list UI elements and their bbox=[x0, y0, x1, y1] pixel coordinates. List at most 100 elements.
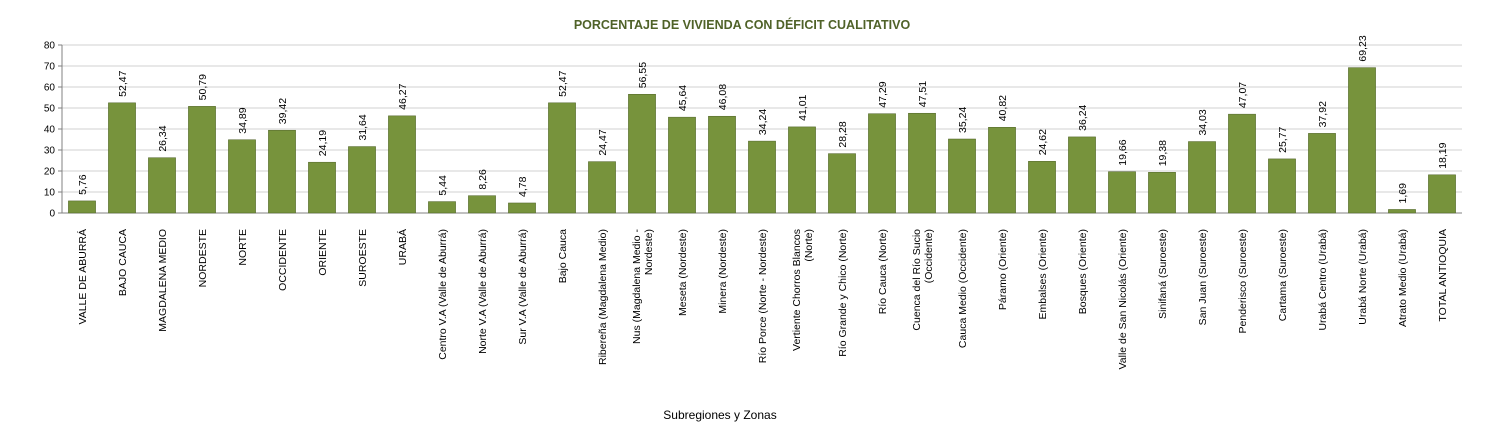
category-label: VALLE DE ABURRÁ bbox=[76, 229, 89, 325]
category-label-line: Norte V.A (Valle de Aburrá) bbox=[477, 229, 489, 354]
category-label: Urabá Norte (Urabá) bbox=[1357, 229, 1369, 325]
data-label: 19,38 bbox=[1157, 140, 1169, 166]
bar bbox=[388, 115, 416, 214]
category-label-line: Embalses (Oriente) bbox=[1037, 229, 1049, 319]
data-label: 35,24 bbox=[957, 107, 969, 133]
bar bbox=[148, 157, 176, 214]
category-label-line: Valle de San Nicolás (Oriente) bbox=[1117, 229, 1129, 369]
data-label: 24,19 bbox=[317, 130, 329, 156]
category-label: Atrato Medio (Urabá) bbox=[1397, 229, 1409, 327]
data-label: 4,78 bbox=[517, 176, 529, 197]
category-label: Centro V.A (Valle de Aburrá) bbox=[437, 229, 449, 360]
bar bbox=[1148, 172, 1176, 214]
data-label: 8,26 bbox=[477, 169, 489, 190]
category-label: Nus (Magdalena Medio - Nordeste) bbox=[631, 229, 655, 344]
data-label: 45,64 bbox=[677, 85, 689, 111]
category-label-line: Bajo Cauca bbox=[557, 229, 569, 283]
category-label-line: URABÁ bbox=[396, 229, 409, 265]
data-label: 52,47 bbox=[117, 70, 129, 96]
data-label: 25,77 bbox=[1277, 126, 1289, 152]
data-label: 34,03 bbox=[1197, 109, 1209, 135]
category-label: Embalses (Oriente) bbox=[1037, 229, 1049, 319]
bar bbox=[468, 195, 496, 214]
category-label-line: Vertiente Chorros Blancos bbox=[791, 229, 803, 351]
category-label-line: Río Cauca (Norte) bbox=[877, 229, 889, 314]
category-label-line: Nus (Magdalena Medio - bbox=[631, 229, 643, 344]
bar bbox=[828, 153, 856, 214]
category-label: URABÁ bbox=[396, 229, 409, 265]
category-label: Penderisco (Suroeste) bbox=[1237, 229, 1249, 333]
category-label: Sur V.A (Valle de Aburrá) bbox=[517, 229, 529, 345]
category-label: Norte V.A (Valle de Aburrá) bbox=[477, 229, 489, 354]
category-label-line: Nordeste) bbox=[643, 229, 655, 275]
data-label: 46,27 bbox=[397, 83, 409, 109]
bar bbox=[108, 102, 136, 214]
bar bbox=[1348, 67, 1376, 214]
data-label: 34,24 bbox=[757, 109, 769, 135]
category-label: TOTAL ANTIOQUIA bbox=[1437, 229, 1449, 322]
data-label: 46,08 bbox=[717, 84, 729, 110]
category-label: Páramo (Oriente) bbox=[997, 229, 1009, 310]
category-label: Cauca Medio (Occidente) bbox=[957, 229, 969, 348]
category-label-line: Atrato Medio (Urabá) bbox=[1397, 229, 1409, 327]
data-label: 47,07 bbox=[1237, 82, 1249, 108]
category-label: Cuenca del Río Sucio (Occidente) bbox=[911, 229, 935, 331]
category-label-line: Penderisco (Suroeste) bbox=[1237, 229, 1249, 333]
data-label: 52,47 bbox=[557, 70, 569, 96]
category-label: Urabá Centro (Urabá) bbox=[1317, 229, 1329, 331]
y-tick-label: 30 bbox=[44, 146, 56, 157]
bar bbox=[1428, 174, 1456, 214]
data-label: 5,44 bbox=[437, 175, 449, 196]
bar bbox=[348, 146, 376, 214]
category-label-line: TOTAL ANTIOQUIA bbox=[1437, 229, 1449, 322]
data-label: 50,79 bbox=[197, 74, 209, 100]
data-label: 56,55 bbox=[637, 62, 649, 88]
category-label: ORIENTE bbox=[317, 229, 329, 276]
data-label: 47,51 bbox=[917, 81, 929, 107]
bar bbox=[1188, 141, 1216, 214]
category-label: MAGDALENA MEDIO bbox=[157, 229, 169, 332]
bar bbox=[588, 161, 616, 214]
category-label: Ribereña (Magdalena Medio) bbox=[597, 229, 609, 365]
category-label-line: VALLE DE ABURRÁ bbox=[76, 229, 89, 325]
data-label: 1,69 bbox=[1397, 183, 1409, 204]
data-label: 69,23 bbox=[1357, 35, 1369, 61]
bar bbox=[948, 138, 976, 214]
category-label-line: (Occidente) bbox=[923, 229, 935, 283]
data-label: 39,42 bbox=[277, 98, 289, 124]
bar bbox=[908, 112, 936, 214]
category-label-line: NORTE bbox=[237, 229, 249, 266]
bars bbox=[68, 67, 1456, 214]
bar bbox=[268, 129, 296, 214]
category-label: Vertiente Chorros Blancos (Norte) bbox=[791, 229, 815, 351]
category-label-line: Cauca Medio (Occidente) bbox=[957, 229, 969, 348]
category-label-line: Sur V.A (Valle de Aburrá) bbox=[517, 229, 529, 345]
bar bbox=[1388, 209, 1416, 214]
category-label-line: Cartama (Suroeste) bbox=[1277, 229, 1289, 321]
y-tick-label: 40 bbox=[44, 125, 56, 136]
data-label: 19,66 bbox=[1117, 139, 1129, 165]
category-label: NORTE bbox=[237, 229, 249, 266]
category-label-line: Río Grande y Chico (Norte) bbox=[837, 229, 849, 357]
y-tick-label: 20 bbox=[44, 167, 56, 178]
category-label: Cartama (Suroeste) bbox=[1277, 229, 1289, 321]
bar bbox=[1068, 136, 1096, 214]
y-tick-label: 0 bbox=[49, 209, 55, 220]
category-label-line: Meseta (Nordeste) bbox=[677, 229, 689, 316]
data-label: 31,64 bbox=[357, 114, 369, 140]
category-label: SUROESTE bbox=[357, 229, 369, 287]
x-axis-categories: VALLE DE ABURRÁ BAJO CAUCA MAGDALENA MEDIO… bbox=[76, 229, 1449, 370]
category-label: BAJO CAUCA bbox=[117, 229, 129, 296]
data-label: 24,47 bbox=[597, 129, 609, 155]
bar bbox=[548, 102, 576, 214]
category-label-line: Cuenca del Río Sucio bbox=[911, 229, 923, 331]
category-label-line: Urabá Norte (Urabá) bbox=[1357, 229, 1369, 325]
bar bbox=[428, 201, 456, 214]
category-label-line: Río Porce (Norte - Nordeste) bbox=[757, 229, 769, 363]
category-label: Meseta (Nordeste) bbox=[677, 229, 689, 316]
category-label-line: (Norte) bbox=[803, 229, 815, 262]
bar bbox=[668, 116, 696, 214]
data-label: 28,28 bbox=[837, 121, 849, 147]
bar bbox=[1308, 133, 1336, 214]
